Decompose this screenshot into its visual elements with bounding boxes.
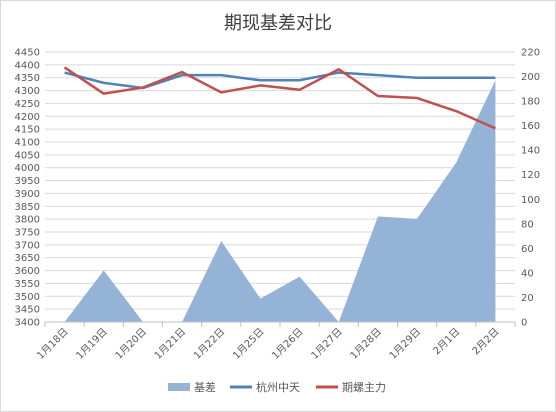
series-area-jicha bbox=[64, 80, 496, 323]
right-axis-tick-label: 140 bbox=[521, 146, 540, 157]
left-axis-tick-label: 3500 bbox=[15, 292, 40, 303]
left-axis-tick-label: 4400 bbox=[15, 60, 40, 71]
left-axis-tick-label: 4050 bbox=[15, 150, 40, 161]
left-axis-tick-label: 4150 bbox=[15, 125, 40, 136]
x-axis-category-label: 2月2日 bbox=[470, 326, 502, 358]
left-axis-tick-label: 3900 bbox=[15, 189, 40, 200]
left-axis-tick-label: 3550 bbox=[15, 279, 40, 290]
left-axis-tick-label: 4300 bbox=[15, 86, 40, 97]
x-axis-category-label: 1月21日 bbox=[152, 326, 188, 362]
right-axis-tick-label: 120 bbox=[521, 170, 540, 181]
left-axis-tick-label: 4350 bbox=[15, 73, 40, 84]
right-axis-tick-label: 100 bbox=[521, 195, 540, 206]
right-axis-tick-label: 80 bbox=[521, 219, 534, 230]
right-axis-tick-label: 180 bbox=[521, 97, 540, 108]
x-axis-category-label: 2月1日 bbox=[431, 326, 463, 358]
x-axis-category-label: 1月29日 bbox=[387, 326, 423, 362]
left-axis-tick-label: 4200 bbox=[15, 112, 40, 123]
left-axis-tick-label: 4000 bbox=[15, 163, 40, 174]
x-axis-category-label: 1月28日 bbox=[348, 326, 384, 362]
left-axis-tick-label: 3950 bbox=[15, 176, 40, 187]
right-axis-tick-label: 220 bbox=[521, 48, 540, 59]
right-axis-tick-label: 0 bbox=[521, 318, 527, 329]
legend-swatch-area bbox=[168, 383, 190, 391]
x-axis-category-label: 1月26日 bbox=[270, 326, 306, 362]
left-axis-tick-label: 4100 bbox=[15, 138, 40, 149]
left-axis-tick-label: 3850 bbox=[15, 202, 40, 213]
right-axis-tick-label: 160 bbox=[521, 121, 540, 132]
left-axis-tick-label: 3800 bbox=[15, 215, 40, 226]
x-axis-category-label: 1月20日 bbox=[113, 326, 149, 362]
left-axis-tick-label: 4250 bbox=[15, 99, 40, 110]
left-axis-tick-label: 3700 bbox=[15, 240, 40, 251]
x-axis-category-label: 1月18日 bbox=[35, 326, 71, 362]
x-axis-category-label: 1月27日 bbox=[309, 326, 345, 362]
right-axis-tick-label: 20 bbox=[521, 293, 534, 304]
series-line-hangzhou-zhongtian bbox=[64, 71, 496, 90]
legend-entry-label: 基差 bbox=[194, 380, 216, 394]
left-axis-tick-label: 3450 bbox=[15, 305, 40, 316]
chart-title: 期现基差对比 bbox=[224, 13, 332, 34]
x-axis-category-label: 1月19日 bbox=[74, 326, 110, 362]
series-line-qiluo-zhuli bbox=[63, 66, 496, 130]
legend-entry-label: 杭州中天 bbox=[256, 380, 300, 394]
right-axis-tick-label: 40 bbox=[521, 268, 534, 279]
left-axis-tick-label: 3750 bbox=[15, 228, 40, 239]
x-axis-category-label: 1月22日 bbox=[191, 326, 227, 362]
left-axis-tick-label: 4450 bbox=[15, 48, 40, 59]
left-axis-tick-label: 3400 bbox=[15, 318, 40, 329]
legend-entry-label: 期螺主力 bbox=[342, 381, 386, 394]
x-axis-category-label: 1月25日 bbox=[230, 326, 266, 362]
left-axis-tick-label: 3600 bbox=[15, 266, 40, 277]
right-axis-tick-label: 60 bbox=[521, 244, 534, 255]
right-axis-tick-label: 200 bbox=[521, 72, 540, 83]
left-axis-tick-label: 3650 bbox=[15, 253, 40, 264]
